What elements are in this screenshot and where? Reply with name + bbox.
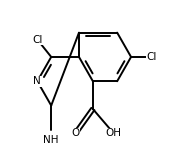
Text: N: N [33,76,41,86]
Text: OH: OH [106,128,122,138]
Text: Cl: Cl [147,52,157,62]
Text: Cl: Cl [32,35,43,45]
Text: O: O [71,128,80,138]
Text: NH: NH [43,135,59,145]
